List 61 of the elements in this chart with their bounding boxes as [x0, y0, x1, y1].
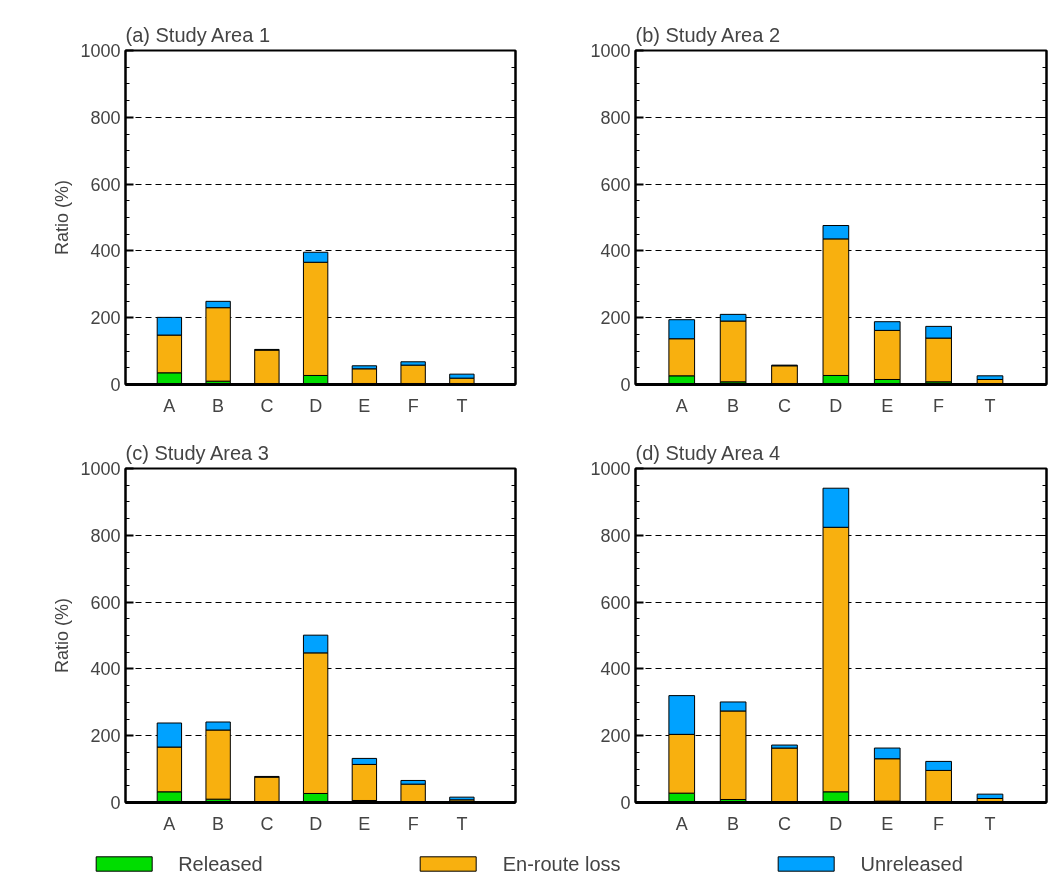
y-tick-label: 200	[600, 308, 631, 329]
y-tick-label: 1000	[590, 41, 631, 61]
y-tick-label: 400	[600, 241, 631, 262]
y-tick-label: 800	[90, 525, 121, 546]
x-tick-label: D	[309, 813, 323, 834]
legend-label: Unreleased	[860, 852, 963, 875]
legend-label: En-route loss	[502, 852, 621, 875]
y-tick-label: 1000	[590, 459, 631, 479]
y-tick-label: 400	[600, 659, 631, 680]
y-tick-label: 0	[110, 375, 121, 395]
y-tick-label: 600	[600, 174, 631, 195]
x-tick-label: C	[260, 395, 274, 416]
x-tick-label: B	[727, 395, 740, 416]
x-tick-label: D	[309, 395, 323, 416]
y-tick-label: 600	[90, 592, 121, 613]
y-tick-label: 800	[90, 107, 121, 128]
x-tick-label: A	[675, 813, 688, 834]
x-tick-label: F	[933, 395, 945, 416]
x-tick-label: A	[163, 395, 176, 416]
y-tick-label: 600	[600, 592, 631, 613]
y-axis-title: Ratio (%)	[52, 179, 73, 256]
x-tick-label: E	[358, 395, 371, 416]
y-axis-title: Ratio (%)	[52, 597, 73, 674]
y-tick-label: 400	[90, 659, 121, 680]
x-tick-label: T	[456, 813, 468, 834]
x-tick-label: A	[163, 813, 176, 834]
chart-title: (b) Study Area 2	[635, 23, 781, 46]
y-tick-label: 1000	[80, 459, 121, 479]
y-tick-label: 200	[90, 726, 121, 747]
y-tick-label: 600	[90, 174, 121, 195]
legend-label: Released	[178, 852, 263, 875]
x-tick-label: E	[881, 395, 894, 416]
x-tick-label: T	[456, 395, 468, 416]
x-tick-label: A	[675, 395, 688, 416]
y-tick-label: 0	[620, 375, 631, 395]
x-tick-label: F	[933, 813, 945, 834]
chart-title: (c) Study Area 3	[125, 441, 269, 464]
x-tick-label: B	[212, 813, 225, 834]
x-tick-label: D	[829, 813, 843, 834]
y-tick-label: 200	[600, 726, 631, 747]
x-tick-label: E	[881, 813, 894, 834]
y-tick-label: 200	[90, 308, 121, 329]
x-tick-label: E	[358, 813, 371, 834]
x-tick-label: B	[727, 813, 740, 834]
x-tick-label: T	[984, 395, 996, 416]
x-tick-label: D	[829, 395, 843, 416]
x-tick-label: F	[407, 395, 419, 416]
y-tick-label: 0	[620, 793, 631, 813]
chart-title: (a) Study Area 1	[125, 23, 271, 46]
x-tick-label: C	[777, 395, 791, 416]
x-tick-label: C	[260, 813, 274, 834]
x-tick-label: F	[407, 813, 419, 834]
y-tick-label: 1000	[80, 41, 121, 61]
y-tick-label: 800	[600, 107, 631, 128]
y-tick-label: 400	[90, 241, 121, 262]
y-tick-label: 800	[600, 525, 631, 546]
y-tick-label: 0	[110, 793, 121, 813]
chart-title: (d) Study Area 4	[635, 441, 781, 464]
x-tick-label: B	[212, 395, 225, 416]
x-tick-label: C	[777, 813, 791, 834]
x-tick-label: T	[984, 813, 996, 834]
